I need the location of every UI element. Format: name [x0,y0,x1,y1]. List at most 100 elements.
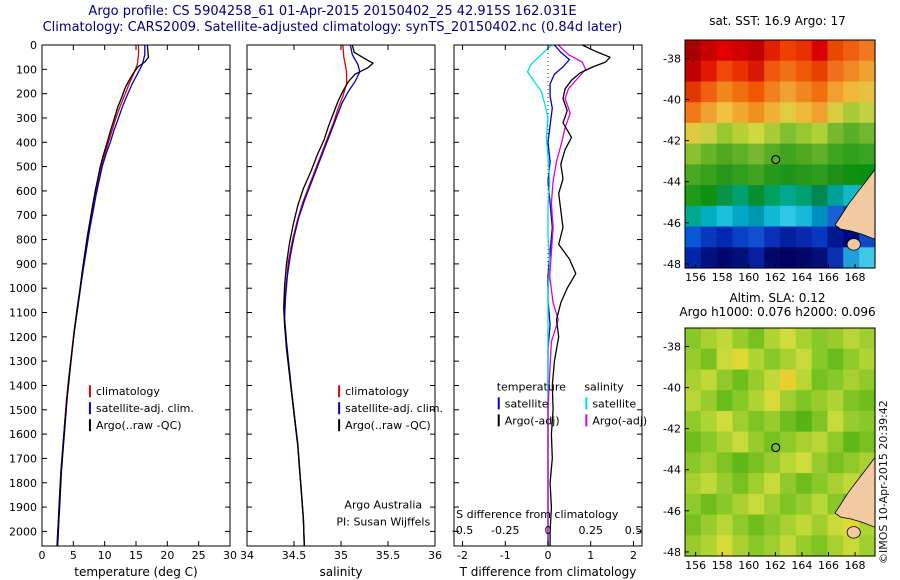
lat-tick-label: -38 [663,340,681,353]
field-cell [764,226,781,248]
figure-title-line1: Argo profile: CS 5904258_61 01-Apr-2015 … [88,4,577,19]
x-tick-label: -2 [457,549,468,562]
field-cell [748,60,765,82]
field-cell [716,535,734,557]
field-cell [700,164,718,186]
lat-tick-label: -38 [663,52,681,65]
field-cell [732,348,749,370]
field-cell [685,410,702,433]
field-cell [748,205,765,228]
field-cell [780,205,797,228]
field-cell [700,328,718,350]
field-cell [748,431,765,453]
field-cell [764,473,781,495]
field-cell [732,473,749,495]
field-cell [748,473,765,495]
depth-tick-label: 100 [16,63,37,76]
map-frame [684,39,876,269]
x-tick-label: 0 [39,549,46,562]
legend-group-header: temperature [497,380,566,393]
depth-tick-label: 800 [16,234,37,247]
field-cell [843,431,860,453]
lon-tick-label: 162 [765,271,786,284]
field-cell [780,164,797,186]
field-cell [764,60,781,82]
field-cell [859,102,876,124]
field-cell [716,247,734,269]
field-cell [732,369,749,391]
field-cell [780,410,797,433]
field-cell [716,390,734,412]
field-cell [843,328,860,350]
field-cell [843,369,860,391]
salinity-profile-x-axis-label: salinity [319,565,362,579]
field-cell [811,164,829,186]
lon-tick-label: 164 [791,271,812,284]
field-cell [732,431,749,453]
x-tick-label: 36 [428,549,442,562]
field-cell [843,40,860,62]
field-cell [764,348,781,370]
x-tick-label: 35 [334,549,348,562]
depth-tick-label: 1500 [9,404,37,417]
field-cell [700,348,718,370]
depth-tick-label: 600 [16,185,37,198]
depth-tick-label: 1400 [9,379,37,392]
lat-tick-label: -44 [663,176,681,189]
field-cell [685,247,702,269]
lat-tick-label: -40 [663,382,681,395]
field-cell [780,81,797,103]
series-climatology [283,44,348,547]
depth-tick-label: 2000 [9,525,37,538]
sst-map-title: sat. SST: 16.9 Argo: 17 [709,14,846,28]
field-cell [685,143,702,165]
field-cell [780,452,797,474]
depth-tick-label: 1200 [9,331,37,344]
field-cell [764,40,781,62]
field-cell [827,535,844,557]
legend-label: climatology [345,385,409,398]
field-cell [685,226,702,248]
field-cell [700,185,718,207]
field-cell [685,60,702,82]
x-tick-label: 34.5 [282,549,307,562]
field-cell [764,185,781,207]
field-cell [843,102,860,124]
field-cell [748,493,765,516]
field-cell [748,102,765,124]
field-cell [811,40,829,62]
field-cell [748,185,765,207]
legend-label: climatology [96,385,160,398]
field-cell [780,40,797,62]
land-island [846,238,861,251]
field-cell [843,390,860,412]
annotation-text: S difference from climatology [456,508,619,521]
depth-tick-label: 1100 [9,307,37,320]
field-cell [780,60,797,82]
field-cell [732,390,749,412]
legend-group-header: salinity [584,380,624,393]
lat-tick-label: -48 [663,546,681,559]
field-cell [700,226,718,248]
field-cell [764,247,781,269]
lon-tick-label: 158 [712,271,733,284]
field-cell [795,493,813,516]
field-cell [716,185,734,207]
field-cell [780,185,797,207]
field-cell [732,410,749,433]
field-cell [732,226,749,248]
field-cell [700,247,718,269]
field-cell [843,348,860,370]
field-cell [748,514,765,536]
field-cell [732,143,749,165]
series-satellite-adj-clim [283,44,361,547]
depth-tick-label: 0 [30,39,37,52]
field-cell [764,514,781,536]
field-cell [748,390,765,412]
field-cell [795,328,813,350]
field-cell [732,328,749,350]
field-cell [716,164,734,186]
map-frame [684,327,876,557]
depth-tick-label: 700 [16,209,37,222]
